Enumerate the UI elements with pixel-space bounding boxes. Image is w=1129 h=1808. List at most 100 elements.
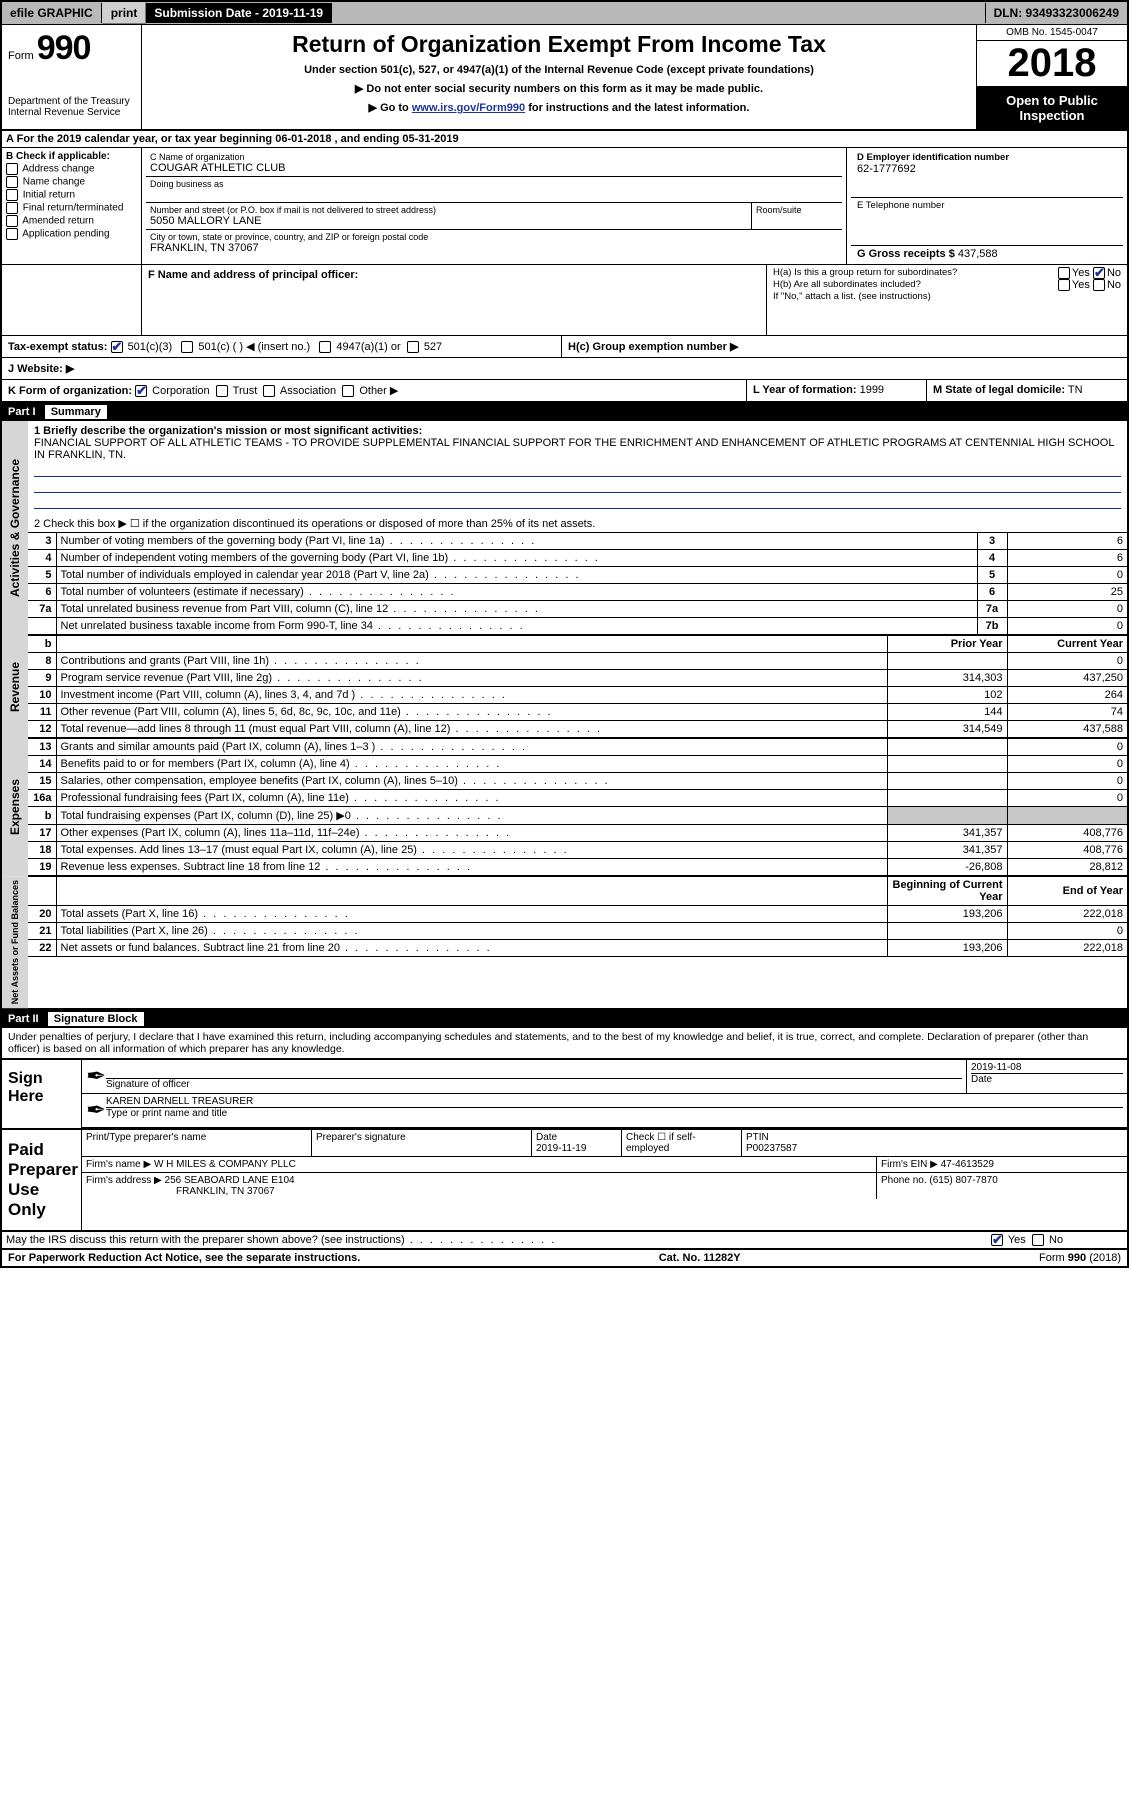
table-row: 10Investment income (Part VIII, column (… <box>28 687 1127 704</box>
k-corp-label: Corporation <box>152 385 209 397</box>
check-final[interactable] <box>6 202 18 214</box>
ha-no[interactable] <box>1093 267 1105 279</box>
501c3-check[interactable] <box>111 341 123 353</box>
prior-year-hdr: Prior Year <box>887 636 1007 653</box>
l-val: 1999 <box>860 384 884 396</box>
hb-no[interactable] <box>1093 279 1105 291</box>
a-line: A For the 2019 calendar year, or tax yea… <box>2 131 1127 148</box>
end-year-hdr: End of Year <box>1007 877 1127 906</box>
k-corp[interactable] <box>135 385 147 397</box>
table-row: 22Net assets or fund balances. Subtract … <box>28 940 1127 957</box>
efile-label: efile GRAPHIC <box>2 3 102 23</box>
side-netassets: Net Assets or Fund Balances <box>2 876 28 1008</box>
discuss-no[interactable] <box>1032 1234 1044 1246</box>
g-label: G Gross receipts $ <box>857 248 955 260</box>
form990-link[interactable]: www.irs.gov/Form990 <box>412 102 525 114</box>
b-checks: B Check if applicable: Address change Na… <box>2 148 142 264</box>
sig-date: 2019-11-08 <box>971 1062 1123 1073</box>
k-assoc[interactable] <box>263 385 275 397</box>
501c-label: 501(c) ( ) ◀ (insert no.) <box>198 341 310 353</box>
governance-table: 3Number of voting members of the governi… <box>28 532 1127 635</box>
check-name[interactable] <box>6 176 18 188</box>
ptin: P00237587 <box>746 1143 1123 1154</box>
fh-block: F Name and address of principal officer:… <box>2 265 1127 336</box>
print-button[interactable]: print <box>102 2 147 24</box>
ha-yes[interactable] <box>1058 267 1070 279</box>
table-row: 9Program service revenue (Part VIII, lin… <box>28 670 1127 687</box>
prep-date: 2019-11-19 <box>536 1143 617 1154</box>
f-label: F Name and address of principal officer: <box>148 269 760 281</box>
k-other-label: Other ▶ <box>359 385 398 397</box>
goto-pre: ▶ Go to <box>369 102 412 114</box>
revenue-section: Revenue b Prior Year Current Year 8Contr… <box>2 635 1127 738</box>
submission-date: Submission Date - 2019-11-19 <box>146 3 332 23</box>
bcde-block: B Check if applicable: Address change Na… <box>2 148 1127 265</box>
date-label: Date <box>971 1073 1123 1085</box>
side-governance: Activities & Governance <box>2 421 28 635</box>
yes-label-3: Yes <box>1008 1234 1026 1246</box>
cat-no: Cat. No. 11282Y <box>659 1252 741 1264</box>
hb-note: If "No," attach a list. (see instruction… <box>773 291 1121 302</box>
table-row: 6Total number of volunteers (estimate if… <box>28 584 1127 601</box>
gross-receipts: 437,588 <box>958 248 998 260</box>
paid-preparer-block: Paid Preparer Use Only Print/Type prepar… <box>2 1128 1127 1232</box>
table-row: 8Contributions and grants (Part VIII, li… <box>28 653 1127 670</box>
check-final-label: Final return/terminated <box>23 203 124 214</box>
netassets-section: Net Assets or Fund Balances Beginning of… <box>2 876 1127 1010</box>
check-amended-label: Amended return <box>22 216 94 227</box>
check-address-label: Address change <box>22 164 94 175</box>
form-prefix: Form <box>8 50 34 62</box>
527-label: 527 <box>424 341 442 353</box>
side-expenses: Expenses <box>2 738 28 876</box>
table-row: 17Other expenses (Part IX, column (A), l… <box>28 825 1127 842</box>
beg-year-hdr: Beginning of Current Year <box>887 877 1007 906</box>
de-block: D Employer identification number 62-1777… <box>847 148 1127 264</box>
pra-notice: For Paperwork Reduction Act Notice, see … <box>8 1252 360 1264</box>
h-block: H(a) Is this a group return for subordin… <box>767 265 1127 335</box>
discuss-text: May the IRS discuss this return with the… <box>2 1232 987 1248</box>
goto-line: ▶ Go to www.irs.gov/Form990 for instruct… <box>150 101 968 114</box>
no-label-2: No <box>1107 279 1121 291</box>
mission-line <box>34 463 1121 477</box>
yes-label: Yes <box>1072 267 1090 279</box>
check-pending-label: Application pending <box>22 229 109 240</box>
toolbar: efile GRAPHIC print Submission Date - 20… <box>2 2 1127 25</box>
discuss-yes[interactable] <box>991 1234 1003 1246</box>
4947-check[interactable] <box>319 341 331 353</box>
part1-header: Part I Summary <box>2 403 1127 421</box>
i-row: Tax-exempt status: 501(c)(3) 501(c) ( ) … <box>2 336 1127 358</box>
table-row: 3Number of voting members of the governi… <box>28 533 1127 550</box>
part1-title: Summary <box>45 405 107 419</box>
paid-preparer-label: Paid Preparer Use Only <box>2 1130 82 1230</box>
street: 5050 MALLORY LANE <box>150 215 747 227</box>
k-other[interactable] <box>342 385 354 397</box>
hb-yes[interactable] <box>1058 279 1070 291</box>
b-label: B Check if applicable: <box>6 151 137 162</box>
ha-label: H(a) Is this a group return for subordin… <box>773 267 957 279</box>
check-initial[interactable] <box>6 189 18 201</box>
m-label: M State of legal domicile: <box>933 384 1065 396</box>
table-row: 14Benefits paid to or for members (Part … <box>28 756 1127 773</box>
table-row: 4Number of independent voting members of… <box>28 550 1127 567</box>
check-pending[interactable] <box>6 228 18 240</box>
goto-post: for instructions and the latest informat… <box>525 102 749 114</box>
sign-here-label: Sign Here <box>2 1060 82 1128</box>
form-number: 990 <box>37 29 91 67</box>
expenses-table: 13Grants and similar amounts paid (Part … <box>28 738 1127 876</box>
501c-check[interactable] <box>181 341 193 353</box>
check-amended[interactable] <box>6 215 18 227</box>
main-title: Return of Organization Exempt From Incom… <box>150 31 968 58</box>
sign-here-block: Sign Here ✒ Signature of officer 2019-11… <box>2 1058 1127 1128</box>
table-row: 5Total number of individuals employed in… <box>28 567 1127 584</box>
check-address[interactable] <box>6 163 18 175</box>
527-check[interactable] <box>407 341 419 353</box>
k-trust[interactable] <box>216 385 228 397</box>
firm-ein: 47-4613529 <box>941 1159 994 1170</box>
check-name-label: Name change <box>23 177 85 188</box>
phone: (615) 807-7870 <box>929 1175 997 1186</box>
l2-text: 2 Check this box ▶ ☐ if the organization… <box>28 515 1127 532</box>
open-inspection: Open to Public Inspection <box>977 87 1127 129</box>
officer-name: KAREN DARNELL TREASURER <box>106 1096 1123 1107</box>
i-label: Tax-exempt status: <box>8 341 107 353</box>
prep-name-label: Print/Type preparer's name <box>82 1130 312 1156</box>
